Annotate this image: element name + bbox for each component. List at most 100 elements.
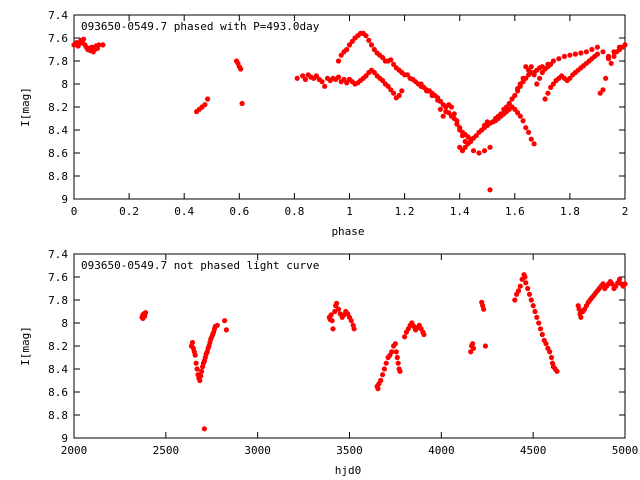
data-point: [397, 368, 403, 374]
x-tick-label: 0: [71, 205, 78, 218]
x-tick-label: 0.4: [174, 205, 194, 218]
x-tick-label: 2000: [61, 444, 88, 457]
data-point: [222, 318, 228, 324]
data-point: [332, 308, 338, 315]
data-point: [375, 386, 381, 392]
data-point: [600, 87, 606, 93]
y-tick-label: 8.4: [48, 363, 68, 376]
data-point: [526, 67, 532, 73]
data-point: [589, 46, 595, 53]
y-tick-label: 7.6: [48, 271, 68, 284]
data-point: [389, 349, 395, 355]
data-point: [523, 280, 529, 286]
x-axis-label: hjd0: [335, 464, 362, 477]
data-point: [201, 426, 207, 432]
data-point: [140, 315, 146, 321]
data-point: [536, 320, 542, 326]
y-tick-label: 9: [61, 193, 68, 206]
data-point: [424, 88, 430, 94]
data-point: [515, 110, 521, 116]
data-point: [517, 81, 523, 87]
x-tick-label: 4000: [428, 444, 455, 457]
data-point: [528, 64, 534, 70]
data-point: [96, 42, 102, 48]
data-point: [523, 64, 529, 70]
data-point: [319, 79, 325, 85]
y-tick-label: 7.6: [48, 32, 68, 45]
data-point: [346, 42, 353, 48]
data-point: [548, 61, 554, 67]
y-tick-label: 8.2: [48, 340, 68, 353]
data-point: [578, 50, 584, 56]
data-point: [594, 51, 601, 57]
data-point: [214, 322, 220, 328]
data-point: [402, 334, 408, 340]
data-point: [335, 58, 342, 64]
data-point: [603, 75, 609, 81]
data-point: [437, 106, 443, 112]
data-point: [542, 96, 548, 102]
data-point: [528, 297, 534, 303]
data-point: [399, 88, 405, 94]
data-point: [313, 73, 319, 79]
x-tick-label: 2500: [153, 444, 180, 457]
data-point: [616, 276, 623, 282]
data-point: [567, 52, 573, 58]
data-point: [468, 136, 474, 142]
data-point: [470, 148, 477, 154]
data-point: [435, 97, 441, 103]
data-point: [322, 83, 328, 89]
data-point: [537, 75, 543, 81]
data-point: [81, 36, 87, 42]
data-point: [429, 92, 435, 99]
data-point: [202, 102, 208, 108]
data-point: [522, 274, 528, 280]
data-point: [594, 44, 601, 50]
data-point: [554, 368, 560, 374]
y-tick-label: 8: [61, 317, 68, 330]
data-point: [531, 72, 537, 78]
y-tick-label: 8.6: [48, 386, 68, 399]
data-point: [583, 49, 590, 55]
data-point: [509, 96, 515, 102]
data-point: [100, 42, 106, 48]
data-point: [368, 42, 375, 48]
data-point: [329, 318, 335, 324]
data-point: [532, 308, 538, 315]
data-point: [608, 60, 614, 66]
data-point: [385, 83, 391, 89]
data-point: [534, 81, 540, 87]
data-point: [622, 281, 628, 287]
data-point: [404, 72, 410, 78]
x-tick-label: 3000: [244, 444, 271, 457]
y-tick-label: 8.4: [48, 124, 68, 137]
data-point: [371, 46, 377, 53]
data-point: [394, 354, 400, 361]
data-point: [520, 75, 526, 81]
x-tick-label: 1.2: [395, 205, 415, 218]
data-point: [537, 326, 544, 332]
axis-ticks: 0 0.2 0.4 0.6 0.8 1 1.2 1.4 1.6 1.8 2 7.4 7.6 7.8 8 8.2…: [48, 9, 628, 218]
data-point: [545, 90, 551, 96]
data-point: [611, 53, 617, 60]
data-point: [482, 343, 488, 349]
x-tick-label: 3500: [336, 444, 363, 457]
data-point: [512, 92, 518, 99]
data-point: [392, 341, 398, 347]
data-point: [487, 144, 493, 150]
y-tick-label: 8.8: [48, 170, 68, 183]
phased-light-curve-panel: 093650-0549.7 phased with P=493.0day pha…: [19, 9, 628, 238]
y-tick-label: 7.4: [48, 248, 68, 261]
data-point: [391, 90, 397, 96]
data-point: [335, 74, 342, 80]
data-point: [550, 81, 557, 87]
data-point: [528, 136, 534, 142]
data-point: [344, 46, 350, 53]
data-point: [351, 326, 357, 332]
data-point: [393, 349, 399, 355]
data-point: [223, 327, 229, 333]
data-point: [572, 51, 579, 57]
data-point: [199, 368, 205, 374]
data-point: [294, 75, 300, 81]
x-tick-label: 2: [622, 205, 629, 218]
